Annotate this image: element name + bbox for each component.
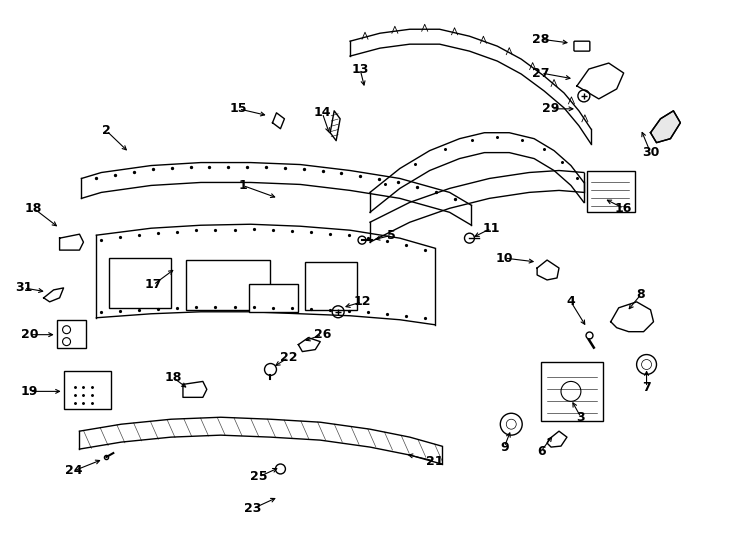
Bar xyxy=(587,171,635,212)
Bar xyxy=(249,284,298,312)
Text: 24: 24 xyxy=(65,464,82,477)
Text: 7: 7 xyxy=(642,381,651,394)
Text: 17: 17 xyxy=(145,279,162,292)
Text: 5: 5 xyxy=(388,228,396,242)
Text: 21: 21 xyxy=(426,455,443,468)
Text: 18: 18 xyxy=(25,202,43,215)
Text: 18: 18 xyxy=(164,371,182,384)
Text: 12: 12 xyxy=(353,295,371,308)
Text: 11: 11 xyxy=(483,222,500,235)
Text: 13: 13 xyxy=(352,63,368,76)
Bar xyxy=(57,320,87,348)
Text: 25: 25 xyxy=(250,470,267,483)
Text: 30: 30 xyxy=(642,146,659,159)
Text: 27: 27 xyxy=(532,66,550,79)
Text: 23: 23 xyxy=(244,502,261,515)
Text: 16: 16 xyxy=(615,202,633,215)
Text: 1: 1 xyxy=(239,179,247,192)
Text: 22: 22 xyxy=(280,351,297,364)
Text: 10: 10 xyxy=(495,252,513,265)
Text: 6: 6 xyxy=(537,444,545,457)
Polygon shape xyxy=(650,111,680,143)
Text: 26: 26 xyxy=(313,328,331,341)
Text: 19: 19 xyxy=(21,385,38,398)
Text: 20: 20 xyxy=(21,328,38,341)
Text: 29: 29 xyxy=(542,103,560,116)
Text: 15: 15 xyxy=(230,103,247,116)
Text: 28: 28 xyxy=(532,33,550,46)
Text: 9: 9 xyxy=(500,441,509,454)
Text: 3: 3 xyxy=(577,411,585,424)
Bar xyxy=(541,361,603,421)
Bar xyxy=(305,262,357,310)
Bar xyxy=(109,258,171,308)
Bar xyxy=(64,372,112,409)
Text: 31: 31 xyxy=(15,281,32,294)
Text: 2: 2 xyxy=(102,124,111,137)
Bar xyxy=(186,260,271,310)
Text: 8: 8 xyxy=(636,288,645,301)
Text: 4: 4 xyxy=(567,295,575,308)
Text: 14: 14 xyxy=(313,106,331,119)
FancyBboxPatch shape xyxy=(574,41,590,51)
